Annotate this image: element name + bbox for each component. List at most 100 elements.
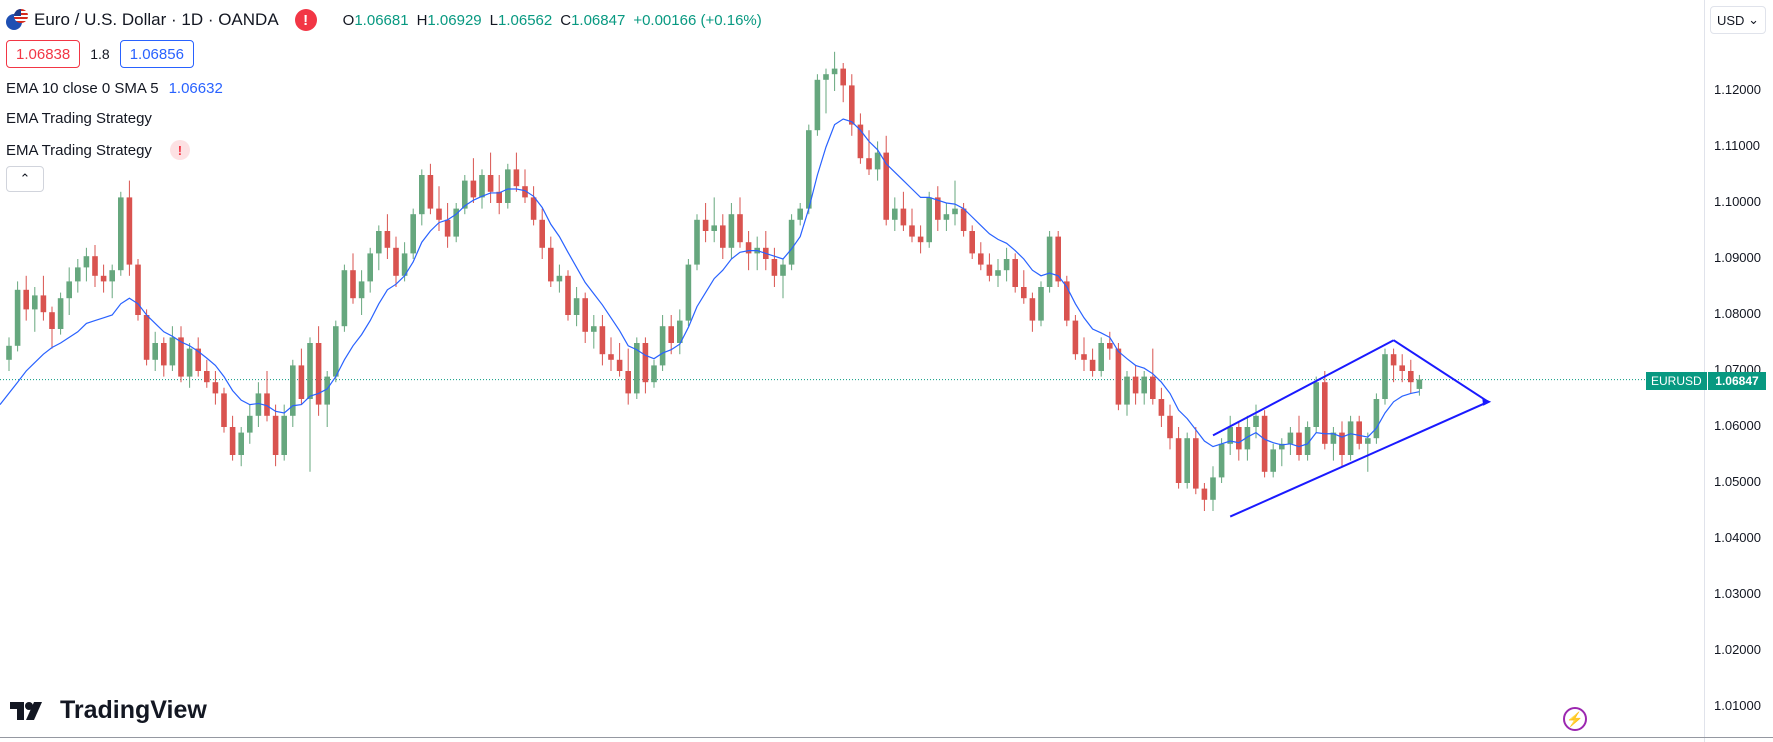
candle-down — [126, 180, 133, 276]
candle-down — [763, 231, 769, 271]
candle-up — [1270, 443, 1276, 478]
candle-body — [1287, 432, 1294, 444]
candle-body — [1003, 259, 1010, 271]
candle-body — [272, 415, 279, 455]
candle-down — [1167, 404, 1173, 450]
candle-up — [1141, 371, 1147, 405]
buy-button[interactable]: 1.06856 — [119, 40, 194, 68]
symbol-price-label: EURUSD — [1646, 372, 1707, 390]
candle-body — [771, 259, 778, 276]
candle-body — [238, 432, 244, 455]
candle-up — [410, 208, 416, 259]
candle-down — [272, 404, 279, 467]
candle-up — [109, 264, 115, 299]
candle-body — [797, 208, 803, 220]
candle-body — [14, 289, 21, 346]
candle-up — [6, 337, 12, 371]
candle-body — [539, 219, 545, 248]
change-value: +0.00166 (+0.16%) — [633, 11, 762, 29]
candle-down — [616, 343, 623, 377]
candle-body — [100, 275, 107, 282]
candle-down — [513, 152, 520, 192]
candle-body — [92, 256, 98, 276]
candle-body — [1373, 399, 1380, 439]
candle-down — [548, 236, 554, 287]
currency-selector[interactable]: USD ⌄ — [1710, 6, 1766, 34]
candle-body — [479, 175, 485, 198]
candle-down — [1193, 427, 1199, 495]
candle-body — [1382, 354, 1388, 399]
candle-body — [1356, 421, 1362, 444]
data-alert-icon[interactable]: ! — [294, 9, 317, 31]
candle-down — [40, 275, 47, 321]
candle-down — [178, 326, 184, 383]
candle-up — [479, 169, 485, 209]
candle-up — [591, 315, 597, 349]
candle-body — [1029, 298, 1036, 321]
candle-down — [298, 348, 305, 405]
candle-down — [195, 337, 201, 377]
candle-body — [599, 326, 606, 355]
candle-body — [333, 326, 339, 377]
candle-down — [883, 135, 889, 226]
candle-down — [1296, 415, 1302, 461]
candle-down — [1029, 292, 1036, 332]
candle-down — [1322, 371, 1328, 450]
candle-body — [1339, 432, 1345, 455]
candle-down — [264, 371, 270, 422]
candle-down — [23, 275, 29, 321]
candle-body — [849, 85, 855, 125]
candle-body — [358, 281, 365, 299]
symbol-title[interactable]: Euro / U.S. Dollar · 1D · OANDA — [34, 10, 279, 29]
candle-up — [1124, 371, 1130, 416]
tradingview-logo[interactable]: TradingView — [10, 696, 207, 725]
candle-body — [616, 359, 623, 371]
candle-body — [582, 298, 588, 332]
candle-up — [677, 309, 683, 355]
candle-up — [1279, 438, 1285, 467]
candle-body — [986, 264, 993, 276]
candle-body — [960, 208, 967, 231]
candle-body — [1158, 399, 1165, 416]
indicator-strategy-legend[interactable]: EMA Trading Strategy — [6, 110, 152, 127]
strategy-alert-icon[interactable]: ! — [169, 140, 190, 160]
candle-body — [943, 214, 950, 220]
candle-body — [1072, 320, 1079, 355]
spread-value: 1.8 — [90, 46, 110, 62]
candle-up — [711, 197, 717, 243]
price-chart[interactable] — [0, 0, 1704, 742]
candle-up — [118, 191, 124, 276]
candle-body — [892, 208, 898, 220]
candle-up — [1210, 466, 1216, 511]
sell-button[interactable]: 1.06838 — [6, 40, 81, 68]
candle-down — [496, 175, 502, 215]
candle-down — [1150, 348, 1156, 405]
candle-body — [341, 270, 348, 327]
candle-down — [1012, 253, 1018, 293]
candle-body — [6, 345, 12, 360]
candle-body — [591, 326, 597, 332]
candle-body — [290, 365, 296, 416]
candle-up — [952, 180, 958, 226]
candle-body — [1124, 376, 1130, 405]
indicator-strategy-legend-2[interactable]: EMA Trading Strategy ! — [6, 140, 190, 160]
candle-down — [135, 259, 141, 321]
price-tick: 1.12000 — [1714, 82, 1761, 97]
candle-body — [1046, 236, 1053, 287]
indicator-ema-legend[interactable]: EMA 10 close 0 SMA 5 1.06632 — [6, 80, 223, 97]
candle-body — [814, 79, 821, 131]
candle-down — [969, 225, 975, 259]
high-value: 1.06929 — [427, 11, 482, 29]
collapse-legend-button[interactable]: ⌃ — [6, 166, 44, 192]
price-tick: 1.05000 — [1714, 474, 1761, 489]
candle-up — [1218, 438, 1225, 483]
price-tick: 1.11000 — [1714, 138, 1761, 153]
candle-up — [1373, 393, 1380, 444]
candle-up — [376, 225, 382, 271]
price-tick: 1.04000 — [1714, 530, 1761, 545]
lightning-icon[interactable]: ⚡ — [1563, 707, 1587, 731]
candle-body — [401, 253, 408, 276]
candle-up — [83, 247, 90, 282]
candle-body — [513, 169, 520, 187]
candle-down — [1115, 343, 1122, 411]
